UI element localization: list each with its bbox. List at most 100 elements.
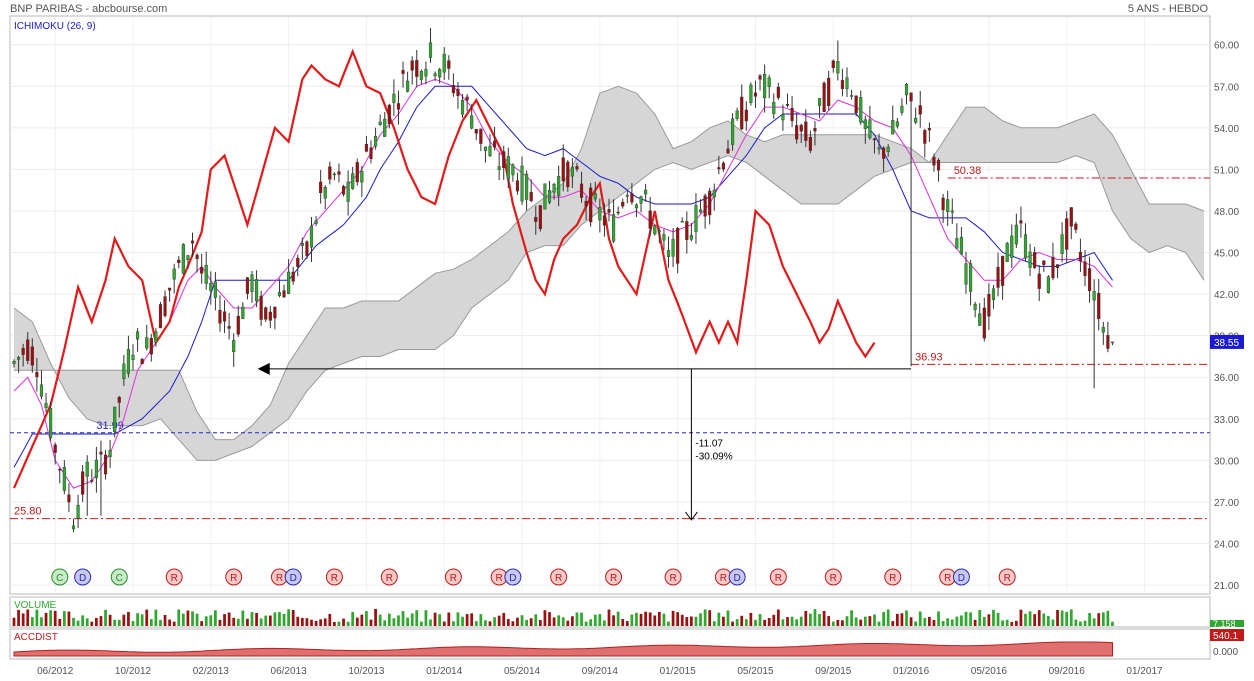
candle-body [222, 311, 227, 322]
volume-bar [172, 621, 176, 626]
volume-bar [799, 616, 803, 626]
candle-body [717, 167, 721, 170]
measure-delta: -11.07 [695, 439, 723, 450]
signal-badge [728, 568, 746, 586]
y-tick-label: 45.00 [1214, 249, 1239, 260]
signal-badge [325, 568, 343, 586]
candle-body [58, 468, 62, 471]
volume-last-value: 7.158 [1213, 619, 1236, 629]
volume-bar [67, 611, 71, 626]
candle-body [909, 92, 913, 102]
candle-body [1051, 256, 1055, 279]
candle-body [483, 146, 487, 151]
candle-body [177, 259, 181, 263]
candle-body [378, 121, 382, 125]
candle-body [21, 347, 25, 355]
volume-bar [127, 611, 130, 626]
candle-body [845, 77, 849, 89]
candle-body [776, 86, 780, 98]
candle-body [529, 192, 533, 202]
candle-body [763, 74, 767, 99]
accdist-area [13, 641, 1113, 657]
candle-body [62, 467, 66, 491]
candle-body [1010, 235, 1014, 258]
chart-title: BNP PARIBAS - abcbourse.com [10, 3, 168, 15]
candle-body [30, 346, 34, 366]
candle-body [424, 68, 428, 77]
signal-badge [225, 568, 243, 586]
candle-body [799, 124, 803, 132]
volume-bar [603, 620, 606, 626]
volume-bar [355, 617, 359, 626]
candle-body [396, 103, 401, 110]
volume-bar [598, 614, 602, 626]
volume-bar [241, 610, 245, 626]
volume-bar [950, 619, 954, 626]
volume-bar [442, 621, 446, 626]
candle-body [598, 206, 602, 221]
candle-body [708, 190, 712, 216]
volume-bar [923, 617, 927, 626]
volume-bar [236, 618, 240, 626]
volume-bar [159, 619, 162, 626]
candle-body [181, 244, 185, 274]
volume-bar [12, 617, 16, 626]
volume-bar [278, 612, 281, 626]
volume-bar [209, 615, 213, 626]
volume-bar [296, 616, 300, 626]
candle-body [1060, 234, 1064, 254]
candle-body [428, 42, 433, 58]
period-label: 5 ANS - HEBDO [1127, 3, 1208, 15]
volume-bar [685, 617, 689, 626]
candle-body [268, 311, 272, 321]
candle-body [319, 181, 323, 194]
y-tick-label: 42.00 [1214, 290, 1239, 301]
volume-bar [589, 619, 593, 626]
volume-bar [973, 619, 977, 626]
candle-body [465, 96, 469, 101]
volume-bar [616, 611, 620, 626]
volume-bar [227, 612, 231, 626]
volume-bar [177, 609, 181, 626]
candle-body [1069, 207, 1073, 227]
volume-bar [827, 616, 831, 626]
volume-bar [863, 616, 867, 626]
candle-body [341, 186, 346, 195]
candle-body [108, 450, 112, 457]
candle-body [131, 354, 135, 360]
candle-body [438, 69, 442, 78]
volume-bar [268, 615, 272, 626]
volume-bar [149, 619, 153, 626]
candle-body [1042, 260, 1046, 265]
volume-bar [1065, 611, 1069, 626]
signal-badge [605, 568, 623, 586]
candle-body [300, 243, 304, 246]
volume-bar [960, 615, 963, 626]
y-tick-label: 27.00 [1214, 498, 1239, 509]
candle-body [863, 119, 867, 129]
candle-body [987, 293, 991, 317]
volume-bar [378, 614, 382, 626]
volume-bar [891, 621, 895, 626]
volume-bar [1060, 610, 1064, 626]
ichimoku-cloud [14, 86, 1204, 461]
volume-last-tag [1210, 620, 1244, 627]
candle-body [753, 92, 758, 97]
volume-bar [319, 619, 323, 626]
candle-body [877, 147, 881, 150]
candle-body [392, 93, 396, 103]
indicator-label: ICHIMOKU (26, 9) [14, 21, 96, 32]
y-tick-label: 36.00 [1214, 373, 1239, 384]
volume-bar [1001, 620, 1004, 626]
last-price-tag [1210, 334, 1244, 349]
candle-body [245, 277, 249, 294]
x-tick-label: 05/2016 [971, 666, 1008, 677]
volume-bar [168, 619, 171, 626]
candle-body [982, 307, 986, 339]
volume-bar [1047, 615, 1050, 626]
candle-body [172, 268, 176, 280]
level-label: 50.38 [954, 165, 982, 177]
candle-body [561, 157, 565, 182]
volume-bar [310, 619, 313, 626]
volume-bar [1111, 621, 1114, 626]
